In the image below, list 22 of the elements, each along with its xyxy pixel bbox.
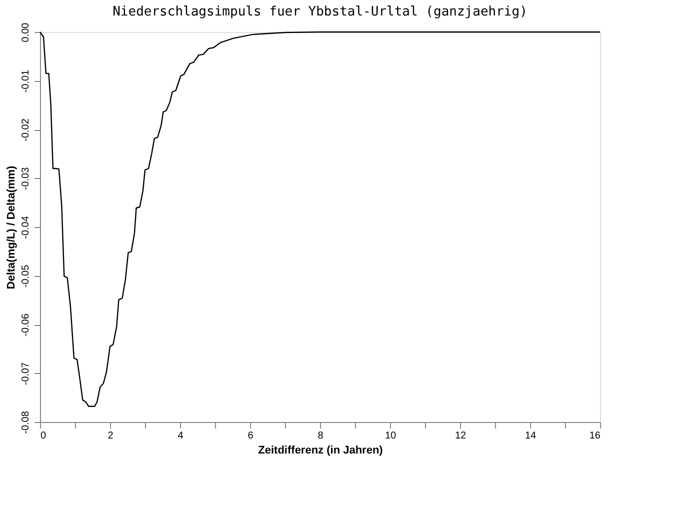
y-tick-label: -0.05 [20,264,32,288]
y-tick-label: -0.08 [20,410,32,434]
x-tick-label: 10 [384,430,396,442]
x-tick-label: 6 [248,430,254,442]
y-tick-label: -0.06 [20,313,32,336]
y-tick-label: -0.07 [20,362,32,386]
x-tick-label: 12 [454,430,466,442]
y-axis-title: Delta(mg/L) / Delta(mm) [6,165,18,290]
y-tick-label: -0.04 [20,216,32,239]
chart-title: Niederschlagsimpuls fuer Ybbstal-Urltal (ganzjaehrig) [112,4,528,20]
x-tick-label: 14 [524,430,536,442]
y-tick-label: 0.00 [20,22,32,42]
y-tick-label: -0.03 [20,166,32,190]
x-tick-label: 16 [589,430,601,442]
x-tick-label: 8 [318,430,324,442]
x-tick-label: 4 [178,430,184,442]
x-tick-label: 0 [40,430,46,442]
line-series [39,31,601,407]
y-tick-label: -0.02 [20,118,32,142]
x-tick-label: 2 [108,430,114,442]
x-axis-title: Zeitdifferenz (in Jahren) [258,444,384,456]
y-tick-label: -0.01 [20,69,32,93]
